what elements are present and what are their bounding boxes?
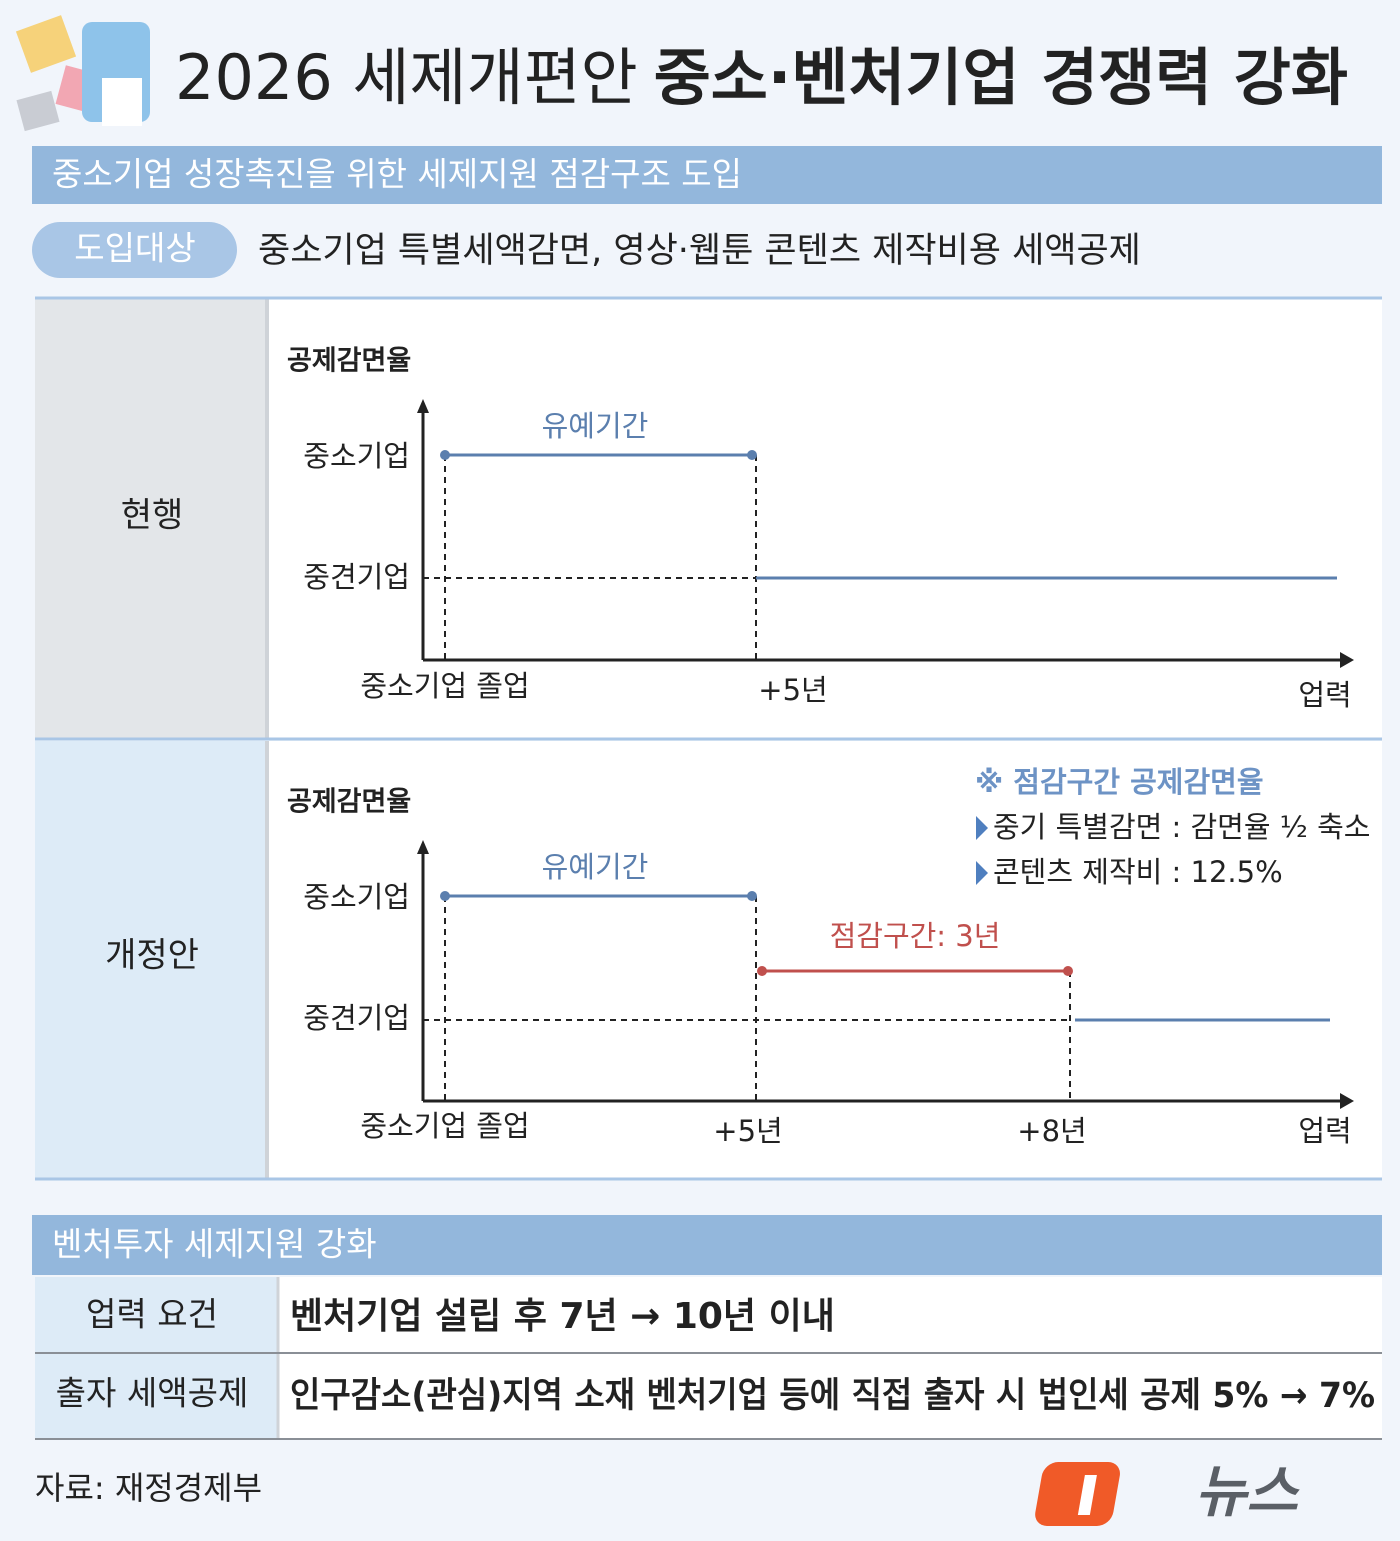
table-value: 인구감소(관심)지역 소재 벤처기업 등에 직접 출자 시 법인세 공제 5% …: [290, 1376, 1375, 1416]
dot: [757, 966, 767, 976]
target-label: 도입대상: [74, 229, 195, 268]
arrow: [1340, 1093, 1354, 1109]
level-label: 중소기업: [303, 439, 410, 473]
target-pill: [32, 222, 237, 278]
section-bar: [32, 1215, 1382, 1275]
dot: [440, 891, 450, 901]
x-label: 중소기업 졸업: [360, 669, 529, 703]
panel-label-cell: [35, 741, 265, 1178]
icon: [15, 15, 150, 132]
title-light: 2026 세제개편안: [175, 41, 638, 114]
x-label: +5년: [758, 673, 827, 707]
logo-text: 뉴스: [1195, 1460, 1301, 1525]
section-bar: [32, 146, 1382, 204]
x-label: 업력: [1298, 678, 1351, 712]
level-label: 중견기업: [303, 1001, 410, 1035]
row-label: 개정안: [105, 936, 199, 976]
arrow: [1340, 652, 1354, 668]
bullet: [976, 861, 988, 885]
phase-label: 점감구간: 3년: [830, 919, 1001, 953]
dot: [440, 450, 450, 460]
bullet: [976, 816, 988, 840]
note-item: 콘텐츠 제작비 : 12.5%: [993, 855, 1283, 889]
x-label: +5년: [713, 1114, 782, 1148]
table-label-cell: [35, 1277, 277, 1438]
section-title: 벤처투자 세제지원 강화: [52, 1225, 377, 1264]
arrow: [417, 840, 429, 854]
title-bold: 중소·벤처기업 경쟁력 강화: [654, 41, 1348, 114]
logo-mark: [1035, 1462, 1120, 1526]
row-label: 현행: [121, 496, 184, 536]
period-label: 유예기간: [542, 409, 649, 443]
x-label: 업력: [1298, 1114, 1351, 1148]
level-label: 중소기업: [303, 880, 410, 914]
target-text: 중소기업 특별세액감면, 영상·웹툰 콘텐츠 제작비용 세액공제: [258, 231, 1141, 271]
x-label: +8년: [1017, 1114, 1086, 1148]
source: 자료: 재정경제부: [35, 1469, 262, 1507]
dot: [1063, 966, 1073, 976]
table-value: 벤처기업 설립 후 7년 → 10년 이내: [290, 1296, 835, 1337]
arrow: [417, 399, 429, 413]
table-label: 업력 요건: [86, 1295, 218, 1334]
table-label: 출자 세액공제: [56, 1374, 249, 1413]
dot: [747, 891, 757, 901]
panel-label-cell: [35, 298, 265, 738]
level-label: 중견기업: [303, 560, 410, 594]
section-title: 중소기업 성장촉진을 위한 세제지원 점감구조 도입: [52, 155, 742, 194]
dot: [747, 450, 757, 460]
logo-mark-digit: [1077, 1475, 1097, 1515]
note-item: 중기 특별감면 : 감면율 ½ 축소: [993, 810, 1370, 844]
note-title: ※ 점감구간 공제감면율: [975, 765, 1264, 799]
axis-title: 공제감면율: [287, 346, 411, 377]
period-label: 유예기간: [542, 850, 649, 884]
title: 2026 세제개편안 중소·벤처기업 경쟁력 강화: [175, 41, 1348, 114]
axis-title: 공제감면율: [287, 787, 411, 818]
x-label: 중소기업 졸업: [360, 1109, 529, 1143]
